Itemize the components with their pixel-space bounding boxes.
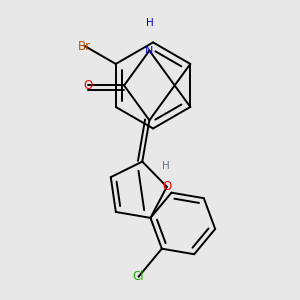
Text: O: O [83,79,92,92]
Text: N: N [145,46,154,56]
Text: H: H [146,18,153,28]
Text: Cl: Cl [133,270,144,283]
Text: Br: Br [78,40,92,52]
Text: H: H [162,160,170,171]
Text: O: O [162,180,172,193]
